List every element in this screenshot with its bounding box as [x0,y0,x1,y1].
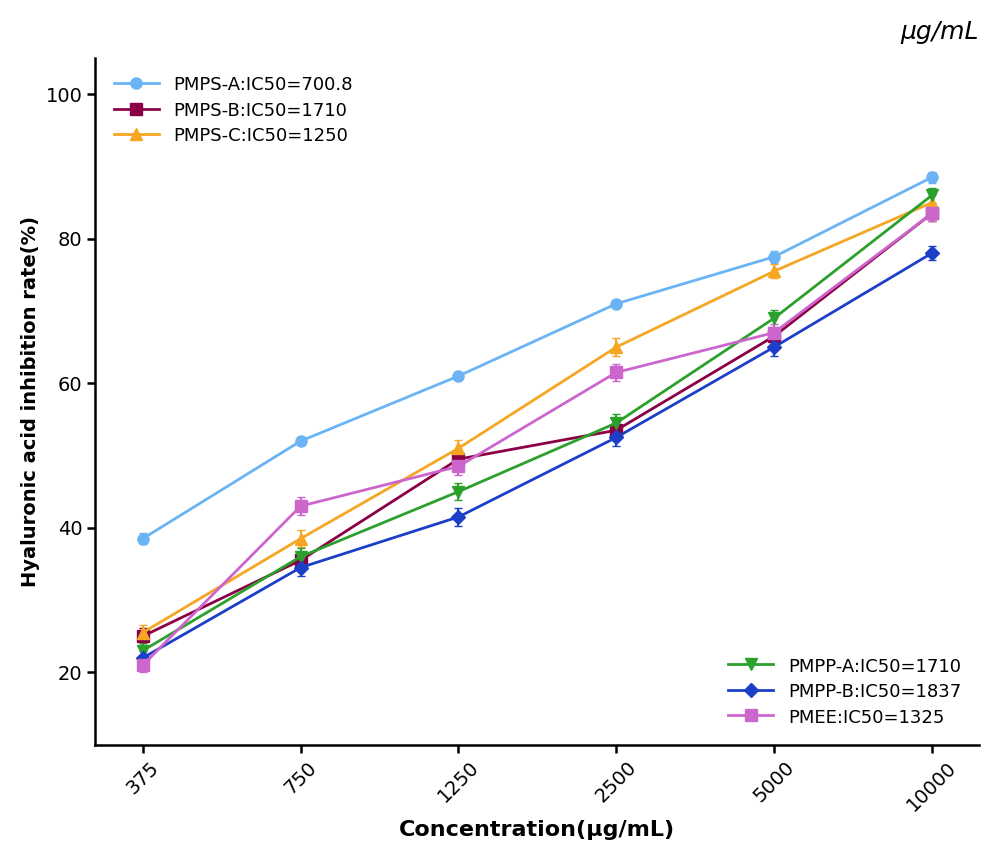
X-axis label: Concentration(μg/mL): Concentration(μg/mL) [399,821,675,840]
Text: μg/mL: μg/mL [901,21,979,45]
Legend: PMPP-A:IC50=1710, PMPP-B:IC50=1837, PMEE:IC50=1325: PMPP-A:IC50=1710, PMPP-B:IC50=1837, PMEE… [719,648,970,735]
Y-axis label: Hyaluronic acid inhibition rate(%): Hyaluronic acid inhibition rate(%) [21,216,40,587]
